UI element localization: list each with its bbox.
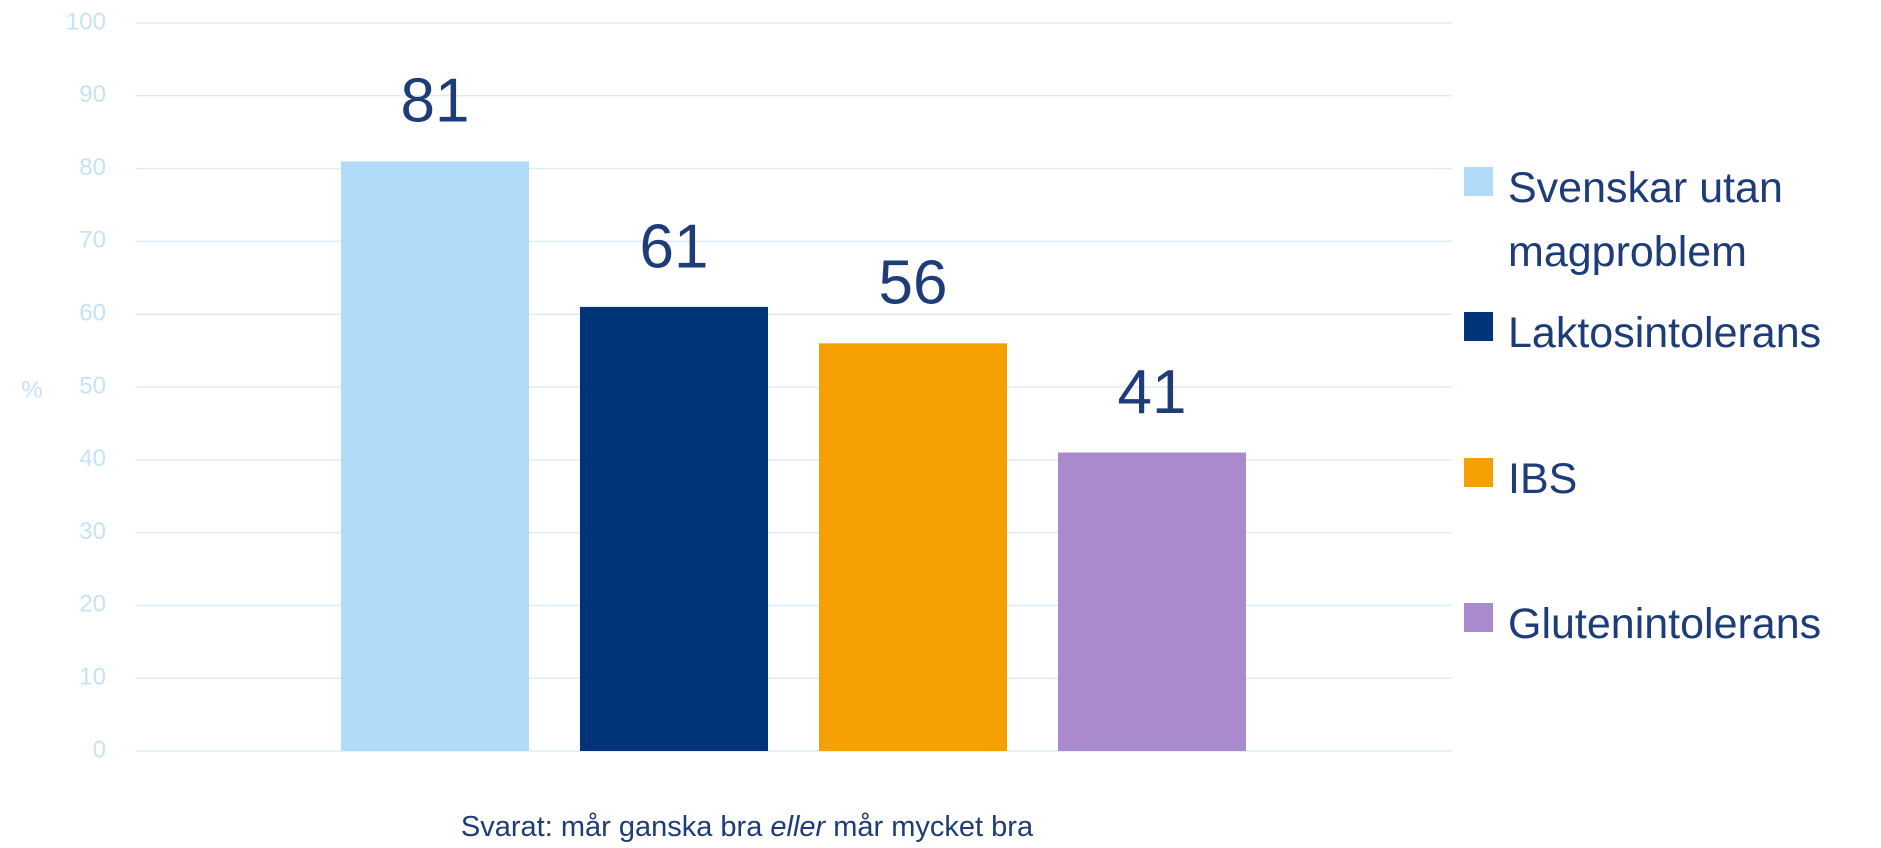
y-tick-label: 100 [66, 8, 106, 35]
y-tick-label: 30 [79, 518, 106, 545]
x-label-part: Svarat: mår ganska bra [461, 811, 763, 843]
legend-item: IBS [1464, 447, 1881, 511]
y-tick-label: 40 [79, 445, 106, 472]
y-tick-label: 60 [79, 300, 106, 327]
legend-swatch [1464, 458, 1493, 487]
bar [819, 343, 1007, 751]
y-axis-label: % [21, 376, 42, 403]
legend-swatch [1464, 603, 1493, 632]
legend-label: Glutenintolerans [1508, 600, 1822, 648]
legend-swatch [1464, 167, 1493, 196]
y-tick-label: 10 [79, 664, 106, 691]
x-label-part: eller [770, 811, 826, 843]
legend-label: Svenskar utan magproblem [1508, 164, 1783, 276]
y-tick-label: 50 [79, 372, 106, 399]
legend-label: Laktosintolerans [1508, 309, 1822, 357]
bar [1058, 452, 1246, 751]
bar [580, 306, 768, 751]
legend-item: Laktosintolerans [1464, 301, 1881, 365]
legend-swatch [1464, 312, 1493, 341]
y-tick-label: 70 [79, 227, 106, 254]
y-tick-label: 0 [93, 736, 106, 763]
legend-item: Svenskar utan magproblem [1464, 156, 1881, 284]
value-label: 41 [1118, 358, 1187, 427]
y-tick-label: 20 [79, 591, 106, 618]
legend: Svenskar utan magproblem Laktosintolerans… [1464, 0, 1881, 848]
value-label: 61 [640, 212, 709, 281]
y-tick-label: 80 [79, 154, 106, 181]
bar [341, 161, 529, 751]
value-label: 81 [401, 67, 470, 136]
value-label: 56 [879, 249, 948, 318]
legend-item: Glutenintolerans [1464, 592, 1881, 656]
x-axis-label: Svarat: mår ganska bra eller mår mycket … [461, 811, 1034, 843]
y-tick-label: 90 [79, 81, 106, 108]
x-label-part: mår mycket bra [833, 811, 1034, 843]
legend-label: IBS [1508, 455, 1578, 503]
